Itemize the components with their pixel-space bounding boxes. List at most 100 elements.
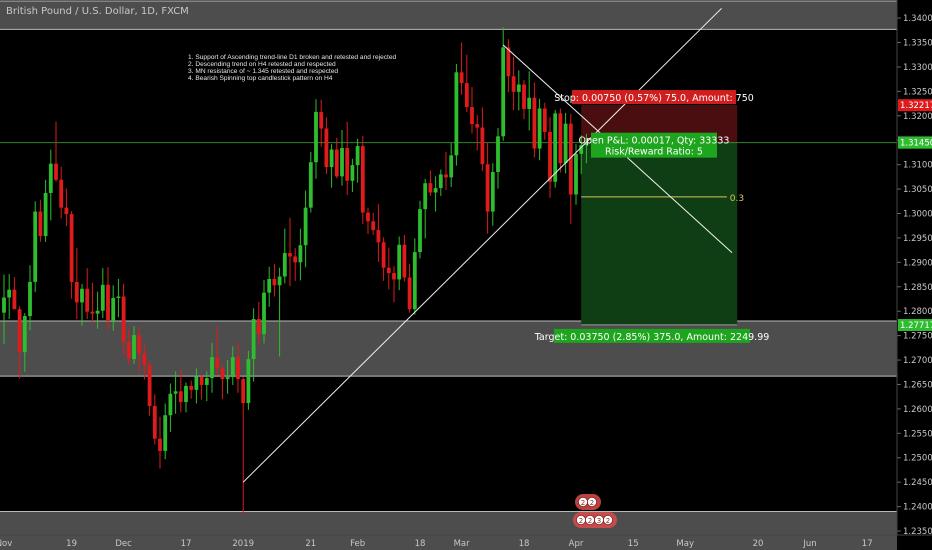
candle	[329, 144, 334, 188]
candle-body	[371, 221, 376, 231]
candle-body	[163, 415, 168, 451]
candle	[444, 151, 448, 191]
candle	[152, 394, 157, 445]
y-tick-label: 1.32000	[903, 112, 932, 122]
candle-body	[184, 385, 188, 403]
candle-body	[147, 365, 152, 406]
candle	[95, 291, 100, 329]
candle	[584, 133, 589, 164]
event-badge-count: 3	[597, 517, 601, 525]
candle-body	[428, 183, 433, 193]
candle	[256, 301, 261, 345]
candle-body	[340, 148, 344, 177]
candles-layer	[2, 27, 589, 514]
candle-body	[490, 171, 495, 212]
candle-body	[314, 111, 318, 163]
candle	[542, 102, 547, 140]
candle-body	[132, 335, 136, 360]
candle-body	[350, 165, 355, 181]
candle	[340, 129, 344, 186]
candle-body	[412, 252, 417, 310]
candle-body	[194, 376, 199, 390]
candle	[392, 266, 396, 303]
candle-body	[516, 84, 521, 92]
candle-body	[464, 83, 469, 108]
candle-body	[470, 107, 474, 125]
candle-body	[199, 376, 204, 385]
note-line: 3. MN resistance of ~ 1.345 retested and…	[188, 68, 338, 75]
candle-body	[48, 163, 53, 193]
candle-body	[236, 357, 240, 380]
x-tick-label: Mar	[454, 539, 471, 549]
candle	[2, 274, 6, 344]
candle	[433, 176, 438, 212]
candle	[574, 144, 578, 205]
candle	[116, 278, 121, 318]
candle	[355, 138, 360, 183]
time-axis: Nov 19 Dec 17 2019 21 Feb 18 Mar 18 Apr 15 May 20 Jun 1…	[0, 539, 873, 549]
candle-body	[12, 289, 17, 310]
candle	[225, 360, 230, 394]
candle	[537, 98, 542, 161]
candle-body	[366, 212, 370, 222]
candle	[350, 158, 355, 193]
candle	[558, 108, 563, 173]
candle-body	[584, 142, 589, 146]
candle-body	[381, 242, 386, 268]
candle-body	[282, 253, 287, 277]
candle-body	[496, 136, 500, 172]
candle-body	[246, 359, 251, 404]
candle	[360, 135, 365, 225]
event-badge-count: 2	[579, 517, 583, 525]
candle-body	[329, 149, 334, 168]
price-tag-text: 1.27717	[900, 321, 932, 331]
event-badge	[603, 515, 614, 526]
target-label-text: Target: 0.03750 (2.85%) 375.0, Amount: 2…	[534, 332, 770, 343]
candle	[69, 211, 74, 299]
candle	[501, 27, 506, 141]
candle	[423, 178, 428, 239]
candle	[324, 117, 329, 174]
candle-body	[137, 335, 142, 354]
candle	[236, 342, 240, 393]
candle	[22, 313, 27, 372]
candle	[412, 238, 417, 315]
y-tick-label: 1.31000	[903, 161, 932, 171]
candle	[12, 277, 17, 310]
candle	[262, 279, 266, 344]
candle	[381, 237, 386, 281]
candle	[475, 114, 480, 151]
candle-body	[100, 284, 105, 311]
price-tag-box	[898, 319, 932, 332]
candle	[464, 54, 469, 112]
candle	[402, 234, 407, 282]
candle	[210, 342, 214, 393]
open-pnl-box	[591, 132, 717, 158]
candle-body	[293, 256, 298, 263]
candle	[7, 274, 12, 320]
candle-body	[288, 253, 292, 257]
candle	[277, 267, 282, 357]
candle-body	[360, 146, 365, 213]
candle-body	[475, 124, 480, 128]
candle-body	[111, 298, 116, 321]
candle-body	[386, 267, 391, 274]
candle	[106, 267, 110, 331]
x-tick-label: 17	[862, 539, 873, 549]
candle-body	[345, 148, 350, 181]
candle-body	[376, 230, 381, 243]
candle	[28, 265, 32, 331]
candle	[158, 416, 162, 469]
candle	[282, 228, 287, 284]
candle-body	[116, 296, 121, 299]
x-tick-label: 21	[305, 539, 316, 549]
y-tick-label: 1.23500	[903, 527, 932, 537]
candle-body	[277, 276, 282, 286]
y-tick-label: 1.29500	[903, 234, 932, 244]
candle	[184, 382, 188, 413]
candle-body	[397, 244, 402, 280]
event-badges: 2 22 2 3 2	[573, 494, 617, 528]
candle-body	[121, 296, 126, 342]
open-pnl-text: Open P&L: 0.00017, Qty: 33333	[579, 136, 730, 147]
